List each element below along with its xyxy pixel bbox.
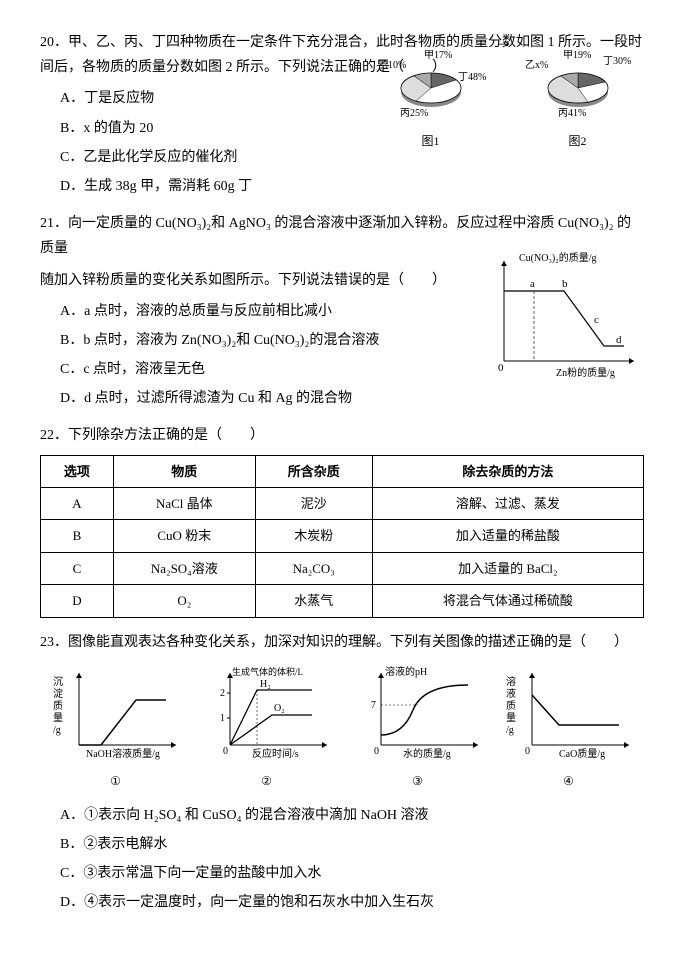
q23-option-c: C．③表示常温下向一定量的盐酸中加入水: [60, 861, 644, 886]
pie-chart-2: 甲19% 乙x% 丙41% 丁30%: [523, 50, 633, 120]
svg-text:b: b: [562, 278, 568, 290]
table-row: ANaCl 晶体泥沙溶解、过滤、蒸发: [41, 488, 644, 520]
q22-table: 选项 物质 所含杂质 除去杂质的方法 ANaCl 晶体泥沙溶解、过滤、蒸发 BC…: [40, 455, 644, 618]
svg-text:反应时间/s: 反应时间/s: [252, 747, 299, 760]
svg-text:0: 0: [374, 746, 379, 757]
table-row: DO₂水蒸气将混合气体通过稀硫酸: [41, 585, 644, 617]
svg-text:NaOH溶液质量/g: NaOH溶液质量/g: [86, 747, 160, 760]
q23-charts: 沉 淀 质 量 /g NaOH溶液质量/g ① 2 1: [40, 665, 644, 793]
svg-text:O₂: O₂: [274, 703, 285, 714]
chart2-num: ②: [191, 771, 342, 793]
label-ding2: 丁30%: [603, 56, 631, 67]
q21-option-c: C．c 点时，溶液呈无色: [60, 357, 480, 382]
arrow-icon: →: [495, 25, 513, 57]
svg-text:溶: 溶: [506, 675, 516, 688]
svg-text:质: 质: [506, 700, 516, 712]
q21-option-a: A．a 点时，溶液的总质量与反应前相比减小: [60, 299, 480, 324]
fig2-caption: 图2: [523, 131, 633, 153]
svg-text:/g: /g: [506, 725, 514, 736]
table-row: CNa₂SO₄溶液Na₂CO₃加入适量的 BaCl₂: [41, 552, 644, 584]
svg-text:0: 0: [223, 746, 228, 757]
q21-options: A．a 点时，溶液的总质量与反应前相比减小 B．b 点时，溶液为 Zn(NO₃)…: [40, 299, 480, 412]
q21-figure: a b c d 0 Cu(NO₃)₂的质量/g Zn粉的质量/g: [484, 251, 644, 390]
svg-text:1: 1: [220, 713, 225, 724]
q21-xlabel: Zn粉的质量/g: [556, 366, 615, 379]
th-method: 除去杂质的方法: [372, 455, 643, 487]
question-23: 23．图像能直观表达各种变化关系，加深对知识的理解。下列有关图像的描述正确的是（…: [40, 630, 644, 916]
q21-option-d: D．d 点时，过滤所得滤渣为 Cu 和 Ag 的混合物: [60, 386, 480, 411]
q20-option-a: A．丁是反应物: [60, 86, 380, 111]
chart4-num: ④: [493, 771, 644, 793]
chart1-num: ①: [40, 771, 191, 793]
q20-option-c: C．乙是此化学反应的催化剂: [60, 145, 380, 170]
fig1-caption: 图1: [376, 131, 486, 153]
label-jia: 甲17%: [424, 50, 452, 61]
svg-text:淀: 淀: [53, 687, 63, 700]
svg-text:7: 7: [371, 700, 376, 711]
th-impurity: 所含杂质: [255, 455, 372, 487]
svg-text:/g: /g: [53, 725, 61, 736]
svg-text:生成气体的体积/L: 生成气体的体积/L: [232, 666, 303, 677]
th-substance: 物质: [113, 455, 255, 487]
svg-text:a: a: [530, 278, 535, 290]
question-22: 22．下列除杂方法正确的是（ ） 选项 物质 所含杂质 除去杂质的方法 ANaC…: [40, 423, 644, 617]
q20-option-b: B．x 的值为 20: [60, 116, 380, 141]
q21-ylabel: Cu(NO₃)₂的质量/g: [519, 251, 597, 264]
chart3-num: ③: [342, 771, 493, 793]
question-21: 21．向一定质量的 Cu(NO₃)₂和 AgNO₃ 的混合溶液中逐渐加入锌粉。反…: [40, 211, 644, 411]
chart-3: 7 0 溶液的pH 水的质量/g ③: [342, 665, 493, 793]
chart-1: 沉 淀 质 量 /g NaOH溶液质量/g ①: [40, 665, 191, 793]
svg-text:CaO质量/g: CaO质量/g: [559, 748, 605, 760]
svg-text:沉: 沉: [53, 675, 63, 688]
label-ding: 丁48%: [458, 72, 486, 83]
svg-text:水的质量/g: 水的质量/g: [403, 747, 451, 760]
svg-text:溶液的pH: 溶液的pH: [385, 665, 427, 678]
svg-text:量: 量: [506, 712, 516, 724]
svg-text:2: 2: [220, 688, 225, 699]
chart-4: 0 溶 液 质 量 /g CaO质量/g ④: [493, 665, 644, 793]
q20-fig1: 甲17% 乙10% 丙25% 丁48% 图1: [376, 50, 486, 153]
question-20: 20．甲、乙、丙、丁四种物质在一定条件下充分混合，此时各物质的质量分数如图 1 …: [40, 30, 644, 199]
label-bing2: 丙41%: [558, 108, 586, 119]
label-jia2: 甲19%: [563, 50, 591, 61]
svg-text:液: 液: [506, 687, 516, 700]
pie-chart-1: 甲17% 乙10% 丙25% 丁48%: [376, 50, 486, 120]
svg-text:量: 量: [53, 712, 63, 724]
line-chart-q21: a b c d 0 Cu(NO₃)₂的质量/g Zn粉的质量/g: [484, 251, 644, 381]
table-row: BCuO 粉末木炭粉加入适量的稀盐酸: [41, 520, 644, 552]
label-yi2: 乙x%: [525, 59, 548, 71]
q23-option-d: D．④表示一定温度时，向一定量的饱和石灰水中加入生石灰: [60, 890, 644, 915]
q21-option-b: B．b 点时，溶液为 Zn(NO₃)₂和 Cu(NO₃)₂的混合溶液: [60, 328, 480, 353]
table-header-row: 选项 物质 所含杂质 除去杂质的方法: [41, 455, 644, 487]
svg-text:0: 0: [498, 362, 504, 374]
q20-fig2: 甲19% 乙x% 丙41% 丁30% 图2: [523, 50, 633, 153]
q20-options: A．丁是反应物 B．x 的值为 20 C．乙是此化学反应的催化剂 D．生成 38…: [40, 86, 380, 199]
label-yi: 乙10%: [378, 59, 406, 71]
q20-option-d: D．生成 38g 甲，需消耗 60g 丁: [60, 174, 380, 199]
q20-figures: 甲17% 乙10% 丙25% 丁48% 图1 → 甲19% 乙x% 丙41%: [364, 50, 644, 153]
svg-text:质: 质: [53, 700, 63, 712]
chart-2: 2 1 0 H₂ O₂ 生成气体的体积/L 反应时间/s ②: [191, 665, 342, 793]
th-option: 选项: [41, 455, 114, 487]
svg-text:0: 0: [525, 746, 530, 757]
q23-stem: 23．图像能直观表达各种变化关系，加深对知识的理解。下列有关图像的描述正确的是（…: [40, 630, 644, 655]
q23-option-a: A．①表示向 H₂SO₄ 和 CuSO₄ 的混合溶液中滴加 NaOH 溶液: [60, 803, 644, 828]
q23-option-b: B．②表示电解水: [60, 832, 644, 857]
svg-text:d: d: [616, 334, 622, 346]
q22-stem: 22．下列除杂方法正确的是（ ）: [40, 423, 644, 448]
label-bing: 丙25%: [400, 108, 428, 119]
q23-options: A．①表示向 H₂SO₄ 和 CuSO₄ 的混合溶液中滴加 NaOH 溶液 B．…: [40, 803, 644, 916]
svg-text:H₂: H₂: [260, 679, 271, 690]
svg-text:c: c: [594, 314, 599, 326]
